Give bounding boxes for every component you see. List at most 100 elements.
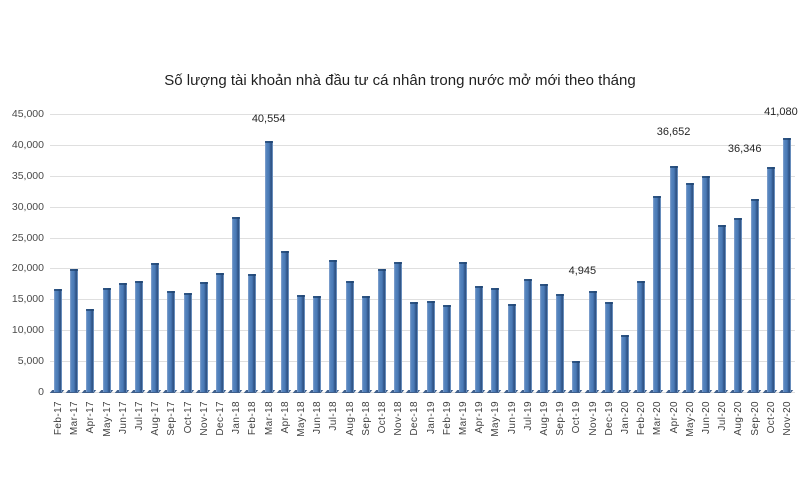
x-tick-label: Sep-18 bbox=[360, 401, 372, 436]
bar-Jul-17 bbox=[135, 281, 144, 392]
x-tick-label: Dec-17 bbox=[215, 401, 227, 436]
x-tick-label: Oct-18 bbox=[377, 401, 388, 434]
x-tick-wrap: May-20 bbox=[684, 401, 696, 451]
y-tick-label: 10,000 bbox=[11, 324, 44, 337]
x-tick-wrap: Jul-19 bbox=[522, 401, 534, 451]
x-tick-label: May-17 bbox=[101, 401, 113, 437]
x-tick-label: May-18 bbox=[296, 401, 308, 437]
bar-Nov-17 bbox=[199, 282, 208, 392]
bar-May-19 bbox=[491, 288, 500, 392]
bar-Jul-20 bbox=[718, 225, 727, 392]
x-tick-wrap: Jul-17 bbox=[133, 401, 145, 451]
bar-Jan-20 bbox=[620, 334, 629, 392]
x-tick-label: Aug-18 bbox=[344, 401, 356, 436]
x-tick-label: Mar-19 bbox=[457, 401, 469, 436]
x-tick-wrap: Sep-20 bbox=[749, 401, 761, 451]
x-tick-label: Apr-20 bbox=[668, 401, 680, 434]
data-label-Apr-20: 36,652 bbox=[656, 125, 691, 138]
x-tick-label: May-19 bbox=[490, 401, 502, 437]
x-tick-wrap: Mar-19 bbox=[457, 401, 469, 451]
bar-Sep-18 bbox=[361, 296, 370, 392]
x-tick-wrap: Jul-18 bbox=[327, 401, 339, 451]
bar-Nov-19 bbox=[588, 291, 597, 392]
x-tick-wrap: Oct-19 bbox=[570, 401, 582, 451]
x-tick-wrap: Sep-17 bbox=[165, 401, 177, 451]
bar-Apr-19 bbox=[475, 286, 484, 392]
bar-Oct-17 bbox=[183, 292, 192, 392]
y-tick-label: 20,000 bbox=[11, 262, 44, 275]
bar-Oct-19 bbox=[572, 361, 581, 392]
y-tick-label: 30,000 bbox=[11, 200, 44, 213]
x-tick-wrap: Jan-20 bbox=[619, 401, 631, 451]
x-tick-wrap: Oct-18 bbox=[376, 401, 388, 451]
bar-Aug-20 bbox=[734, 218, 743, 392]
y-tick-label: 0 bbox=[38, 386, 44, 398]
bar-Sep-20 bbox=[750, 199, 759, 392]
x-tick-label: Jun-17 bbox=[117, 401, 129, 434]
gridline bbox=[50, 175, 795, 177]
gridline bbox=[50, 330, 795, 332]
x-tick-wrap: Mar-17 bbox=[68, 401, 80, 451]
x-tick-wrap: Feb-19 bbox=[441, 401, 453, 451]
x-tick-wrap: Dec-17 bbox=[214, 401, 226, 451]
x-tick-label: Aug-20 bbox=[733, 401, 745, 436]
x-tick-wrap: Jun-20 bbox=[700, 401, 712, 451]
x-tick-wrap: Sep-19 bbox=[554, 401, 566, 451]
gridline bbox=[50, 268, 795, 270]
x-tick-wrap: May-18 bbox=[295, 401, 307, 451]
x-tick-wrap: Feb-18 bbox=[246, 401, 258, 451]
x-tick-label: Mar-20 bbox=[652, 401, 664, 436]
x-tick-wrap: Nov-18 bbox=[392, 401, 404, 451]
x-tick-label: Jun-18 bbox=[312, 401, 324, 434]
x-tick-wrap: Jan-18 bbox=[230, 401, 242, 451]
x-tick-label: Jan-18 bbox=[231, 401, 243, 434]
bar-Jun-18 bbox=[313, 295, 322, 392]
x-tick-wrap: Jun-18 bbox=[311, 401, 323, 451]
x-tick-wrap: Feb-20 bbox=[635, 401, 647, 451]
y-tick-label: 45,000 bbox=[11, 108, 44, 120]
x-tick-label: Aug-19 bbox=[538, 401, 550, 436]
x-tick-wrap: Jun-19 bbox=[506, 401, 518, 451]
x-tick-wrap: Oct-17 bbox=[182, 401, 194, 451]
x-tick-label: Aug-17 bbox=[150, 401, 162, 436]
x-tick-label: Feb-17 bbox=[53, 401, 65, 436]
bar-Dec-17 bbox=[216, 272, 225, 392]
x-tick-wrap: Aug-19 bbox=[538, 401, 550, 451]
x-tick-label: Feb-20 bbox=[636, 401, 648, 436]
bar-Aug-17 bbox=[151, 262, 160, 392]
bar-May-17 bbox=[102, 287, 111, 392]
bar-Oct-20 bbox=[766, 167, 775, 392]
data-label-Nov-20: 41,080 bbox=[764, 106, 798, 119]
bar-Feb-18 bbox=[248, 274, 257, 392]
bar-Apr-20 bbox=[669, 165, 678, 392]
bar-Mar-18 bbox=[264, 141, 273, 392]
x-tick-label: Mar-17 bbox=[69, 401, 81, 436]
bar-Sep-17 bbox=[167, 290, 176, 392]
x-tick-wrap: Apr-19 bbox=[473, 401, 485, 451]
bar-Mar-20 bbox=[653, 196, 662, 392]
x-tick-wrap: Aug-17 bbox=[149, 401, 161, 451]
x-tick-wrap: Apr-18 bbox=[279, 401, 291, 451]
x-tick-label: Jan-20 bbox=[619, 401, 631, 434]
x-tick-label: Dec-19 bbox=[603, 401, 615, 436]
bar-Feb-20 bbox=[637, 281, 646, 392]
x-tick-label: Jul-19 bbox=[522, 401, 534, 431]
bar-Dec-19 bbox=[604, 301, 613, 392]
x-tick-label: Apr-19 bbox=[474, 401, 486, 434]
bar-Nov-20 bbox=[782, 138, 791, 392]
x-tick-wrap: Sep-18 bbox=[360, 401, 372, 451]
bar-Feb-19 bbox=[442, 304, 451, 392]
bar-Jun-20 bbox=[701, 176, 710, 392]
data-label-Mar-18: 40,554 bbox=[251, 113, 286, 126]
x-tick-label: Feb-18 bbox=[247, 401, 259, 436]
x-tick-wrap: Nov-19 bbox=[587, 401, 599, 451]
data-label-Oct-20: 36,346 bbox=[727, 143, 762, 156]
x-tick-wrap: Apr-17 bbox=[84, 401, 96, 451]
x-tick-wrap: Aug-18 bbox=[344, 401, 356, 451]
x-tick-wrap: Jan-19 bbox=[425, 401, 437, 451]
y-tick-label: 40,000 bbox=[11, 138, 44, 151]
y-tick-label: 5,000 bbox=[17, 355, 44, 368]
bar-Dec-18 bbox=[410, 302, 419, 392]
x-tick-label: Sep-19 bbox=[555, 401, 567, 436]
